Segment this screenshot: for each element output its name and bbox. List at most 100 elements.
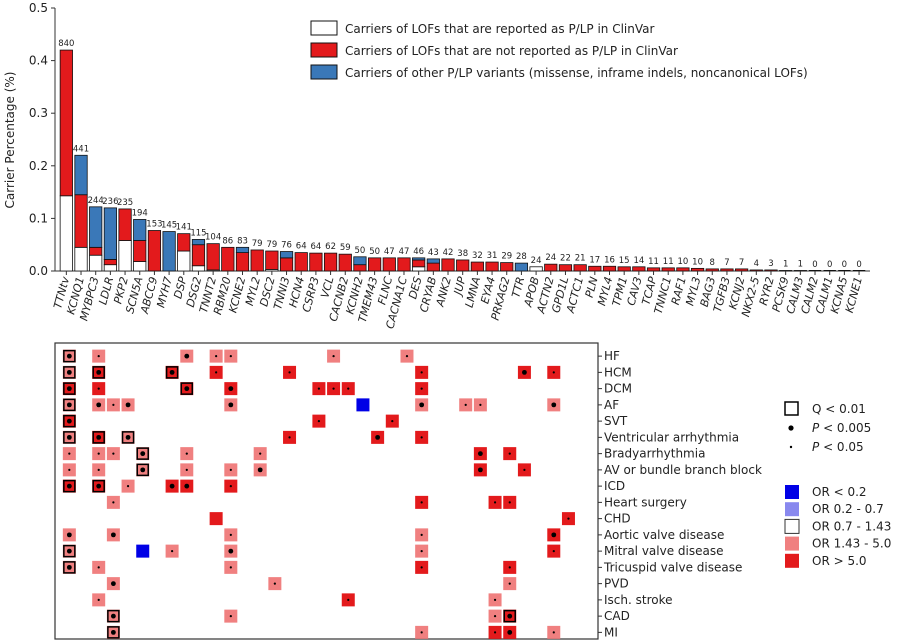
- bar-count-label: 11: [663, 257, 674, 267]
- heat-dot-small: [185, 452, 188, 455]
- heat-dot-large: [66, 418, 72, 424]
- heat-q-box: [165, 366, 179, 379]
- bar-count-label: 50: [369, 247, 380, 257]
- heat-q-box: [107, 609, 120, 623]
- heat-q-box: [136, 463, 149, 477]
- heat-cell-3-20: [356, 398, 370, 412]
- bar-segment-DES-2: [412, 257, 426, 261]
- heat-dot-large: [66, 402, 72, 408]
- y-tick-label: 0.3: [29, 106, 48, 120]
- heat-dot-large: [477, 451, 483, 457]
- heat-dot-small: [229, 485, 232, 488]
- heat-dot-large: [551, 532, 557, 538]
- y-tick-label: 0.5: [29, 1, 48, 15]
- bar-count-label: 42: [443, 248, 454, 258]
- heat-q-box: [63, 366, 76, 379]
- bar-count-label: 21: [575, 254, 586, 264]
- or-legend-label-red: OR > 5.0: [812, 554, 867, 568]
- y-axis-title: Carrier Percentage (%): [3, 72, 17, 209]
- bar-segment-TCAP-1: [646, 267, 661, 272]
- heat-dot-small: [479, 403, 482, 406]
- bar-segment-KCNE2-2: [235, 246, 250, 253]
- heat-q-box: [63, 382, 76, 395]
- bar-segment-MYL2-1: [250, 249, 264, 272]
- heat-dot-large: [477, 467, 483, 473]
- heat-dot-small: [68, 452, 71, 455]
- heat-q-box: [63, 349, 76, 363]
- sig-legend-label-1: P < 0.005: [812, 421, 871, 435]
- bar-segment-TNNI3-1: [279, 257, 294, 272]
- heat-dot-small: [508, 501, 511, 504]
- bar-count-label: 1: [783, 259, 788, 269]
- heat-cell-12-5: [136, 544, 150, 558]
- x-tick-label-TTR: TTR: [509, 275, 527, 299]
- heat-q-box: [92, 479, 105, 493]
- heat-dot-small: [97, 355, 100, 358]
- x-tick-label-JUP: JUP: [451, 275, 469, 298]
- heat-dot-small: [288, 371, 291, 374]
- bar-segment-KCNH2-2: [353, 256, 367, 266]
- bar-segment-EYA4-1: [485, 261, 499, 272]
- bar-count-label: 115: [190, 228, 206, 238]
- bar-segment-KCNJ2-1: [735, 268, 749, 272]
- sig-legend-box: [784, 401, 799, 416]
- bar-count-label: 194: [132, 208, 148, 218]
- heat-dot-small: [112, 403, 115, 406]
- heat-dot-large: [125, 434, 131, 440]
- bar-segment-KCNQ1-1: [74, 194, 88, 248]
- bar-segment-TPM1-1: [617, 266, 631, 272]
- bar-segment-CACNA1C-1: [397, 257, 411, 272]
- heat-q-box: [63, 561, 76, 574]
- bar-segment-MYH7-2: [162, 231, 176, 272]
- bar-segment-TNNT2-1: [206, 243, 220, 271]
- heat-dot-small: [317, 420, 320, 423]
- x-tick-label-DSP: DSP: [171, 275, 189, 300]
- row-label-3: AF: [604, 398, 619, 412]
- or-legend-label-white: OR 0.7 - 1.43: [812, 519, 891, 533]
- heat-dot-small: [273, 582, 276, 585]
- sig-legend-dot-large: [788, 425, 794, 431]
- heat-dot-small: [229, 355, 232, 358]
- heat-dot-small: [523, 468, 526, 471]
- bar-legend-label-2: Carriers of other P/LP variants (missens…: [345, 66, 808, 80]
- bar-legend-label-0: Carriers of LOFs that are reported as P/…: [345, 22, 655, 36]
- bar-count-label: 64: [296, 242, 307, 252]
- row-label-11: Aortic valve disease: [604, 528, 724, 542]
- x-tick-label-DES: DES: [406, 275, 424, 300]
- bar-count-label: 145: [161, 221, 177, 231]
- bar-count-label: 83: [237, 236, 248, 246]
- bar-segment-SCN5A-0: [133, 261, 147, 272]
- heat-dot-large: [419, 402, 425, 408]
- y-tick-label: 0.4: [29, 54, 48, 68]
- bar-count-label: 244: [88, 196, 104, 206]
- row-label-0: HF: [604, 349, 620, 363]
- heat-dot-large: [169, 369, 175, 375]
- heat-q-box: [63, 398, 76, 412]
- heat-dot-small: [508, 566, 511, 569]
- bar-segment-DSG2-2: [191, 239, 206, 246]
- heat-dot-small: [229, 615, 232, 618]
- bar-segment-CALM1-zero: [823, 270, 836, 271]
- bar-segment-TNNC1-1: [661, 267, 675, 272]
- heat-dot-small: [493, 501, 497, 504]
- heat-dot-small: [347, 598, 350, 601]
- bar-segment-CAV3-1: [632, 266, 646, 272]
- bar-segment-DSG2-0: [191, 265, 206, 272]
- sig-legend-label-0: Q < 0.01: [812, 402, 866, 416]
- heat-dot-small: [347, 387, 350, 390]
- heat-dot-small: [229, 566, 232, 569]
- heat-q-box: [63, 414, 76, 428]
- row-label-16: CAD: [604, 609, 630, 623]
- row-label-10: CHD: [604, 512, 631, 526]
- heat-dot-large: [66, 369, 72, 375]
- bar-segment-CACNB2-1: [338, 253, 352, 272]
- or-legend-swatch-white: [784, 518, 800, 534]
- bar-count-label: 236: [102, 197, 118, 207]
- heat-dot-large: [96, 434, 102, 440]
- heat-dot-large: [66, 483, 72, 489]
- heat-dot-large: [184, 483, 190, 489]
- bar-count-label: 7: [724, 258, 729, 268]
- bar-segment-KCNH2-1: [353, 264, 367, 272]
- bar-segment-ABCC9-1: [147, 230, 162, 272]
- bar-count-label: 31: [487, 251, 498, 261]
